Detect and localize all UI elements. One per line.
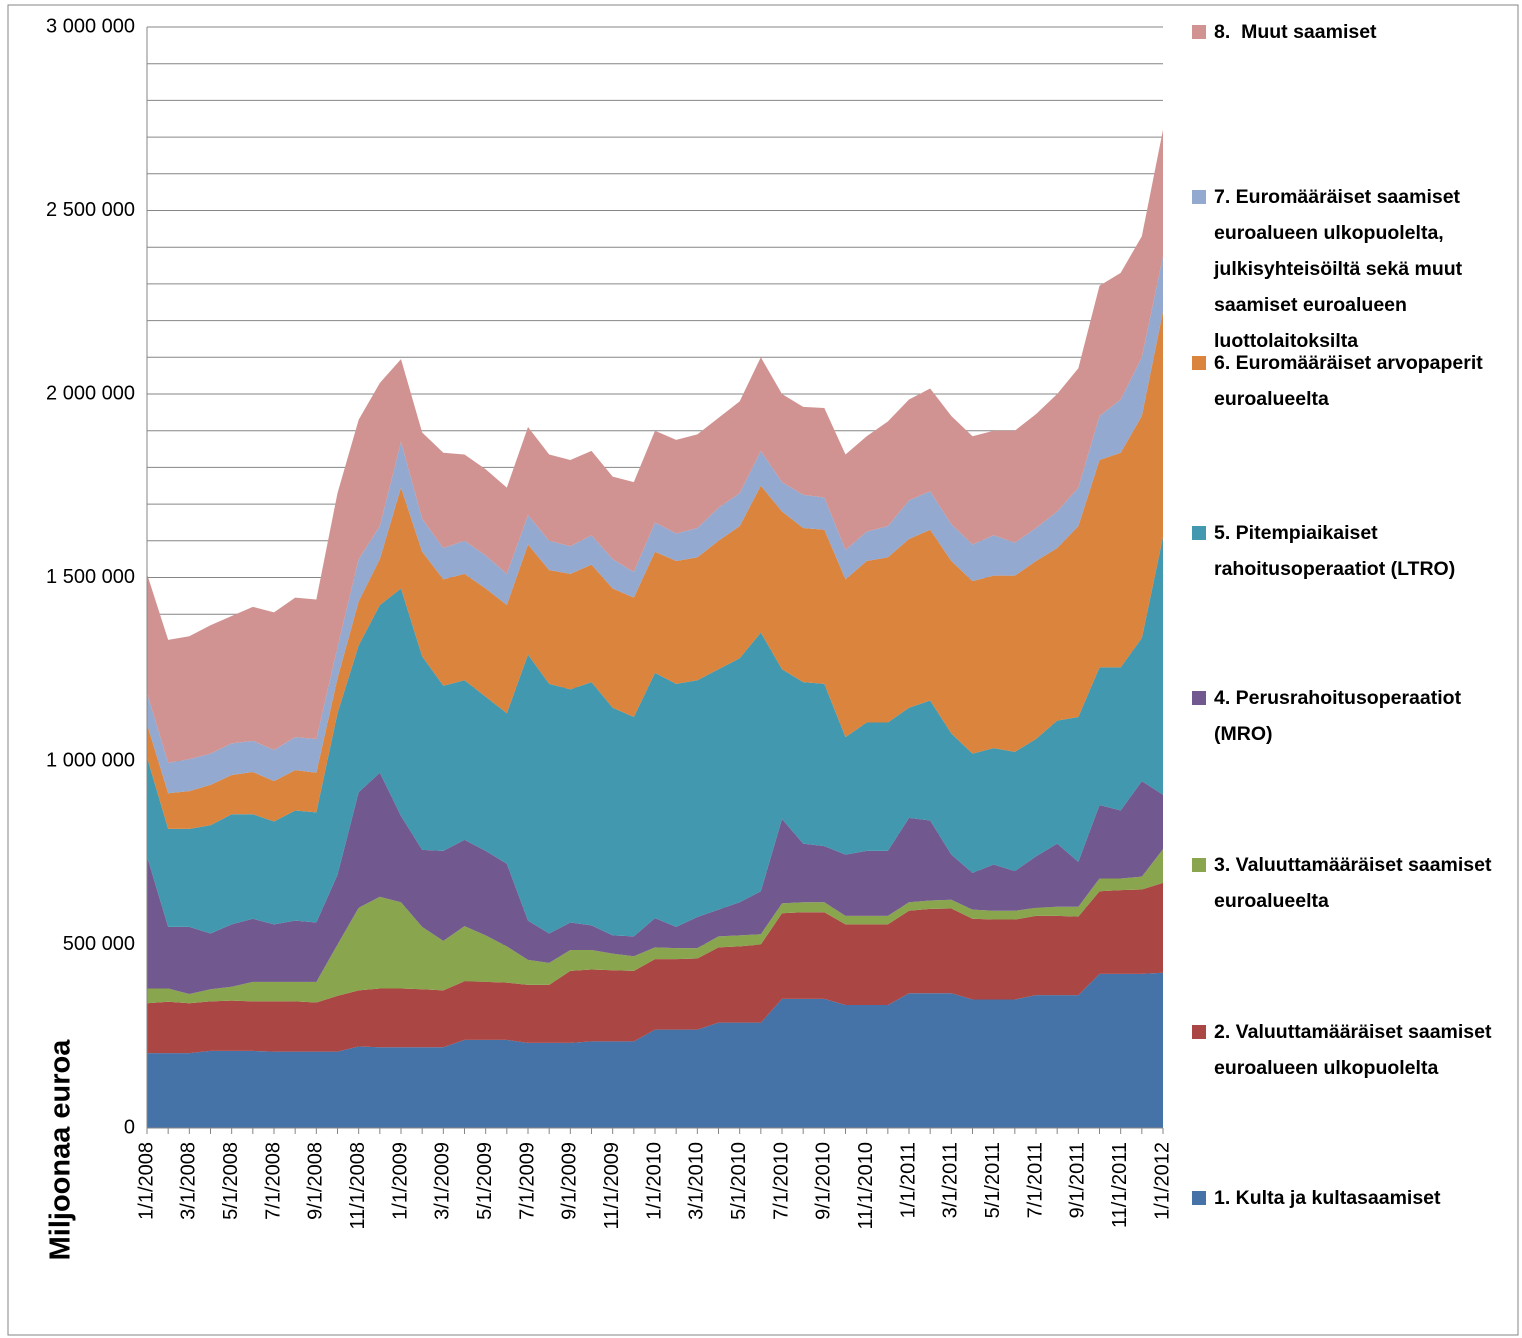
legend-item: 4. Perusrahoitusoperaatiot (MRO) — [1192, 680, 1512, 752]
y-tick-label: 2 500 000 — [46, 199, 135, 221]
area — [147, 772, 1163, 995]
legend-label: 4. Perusrahoitusoperaatiot (MRO) — [1214, 687, 1467, 745]
legend-label: 6. Euromääräiset arvopaperit euroalueelt… — [1214, 352, 1489, 410]
legend-item: 3. Valuuttamääräiset saamiset euroalueel… — [1192, 847, 1512, 919]
legend-item: 7. Euromääräiset saamiset euroalueen ulk… — [1192, 179, 1512, 359]
legend-item: 8. Muut saamiset — [1192, 14, 1512, 50]
x-tick-label: 5/1/2009 — [474, 1142, 496, 1220]
x-tick-label: 5/1/2011 — [982, 1142, 1004, 1218]
x-tick-label: 7/1/2010 — [770, 1142, 792, 1220]
area — [147, 311, 1163, 829]
legend-item: 5. Pitempiaikaiset rahoitusoperaatiot (L… — [1192, 515, 1512, 587]
x-tick-label: 9/1/2009 — [559, 1142, 581, 1220]
x-tick-label: 9/1/2011 — [1067, 1142, 1089, 1218]
legend-swatch — [1192, 1191, 1206, 1205]
x-tick-label: 11/1/2011 — [1109, 1142, 1131, 1228]
legend-swatch — [1192, 691, 1206, 705]
y-tick-label: 0 — [124, 1116, 135, 1138]
legend-swatch — [1192, 526, 1206, 540]
legend-label: 7. Euromääräiset saamiset euroalueen ulk… — [1214, 186, 1468, 352]
area — [147, 537, 1163, 937]
legend-label: 5. Pitempiaikaiset rahoitusoperaatiot (L… — [1214, 522, 1456, 580]
x-tick-label: 7/1/2009 — [516, 1142, 538, 1220]
x-tick-label: 1/1/2010 — [643, 1142, 665, 1220]
area — [147, 129, 1163, 763]
y-tick-label: 1 000 000 — [46, 749, 135, 771]
legend-swatch — [1192, 25, 1206, 39]
area — [147, 849, 1163, 1004]
x-tick-label: 11/1/2010 — [855, 1142, 877, 1230]
legend-swatch — [1192, 356, 1206, 370]
legend-item: 2. Valuuttamääräiset saamiset euroalueen… — [1192, 1014, 1512, 1086]
legend-swatch — [1192, 1025, 1206, 1039]
y-tick-label: 2 000 000 — [46, 382, 135, 404]
x-tick-label: 3/1/2008 — [178, 1142, 200, 1220]
y-axis-title: Miljoonaa euroa — [45, 1039, 77, 1261]
area — [147, 972, 1163, 1128]
legend-label: 8. Muut saamiset — [1214, 21, 1377, 43]
x-tick-label: 3/1/2010 — [686, 1142, 708, 1220]
legend-swatch — [1192, 858, 1206, 872]
x-tick-label: 11/1/2008 — [347, 1142, 369, 1230]
y-tick-label: 500 000 — [63, 933, 135, 955]
legend-swatch — [1192, 190, 1206, 204]
legend-label: 2. Valuuttamääräiset saamiset euroalueen… — [1214, 1021, 1497, 1079]
chart-frame — [7, 4, 1519, 1336]
x-tick-label: 7/1/2008 — [262, 1142, 284, 1220]
x-tick-label: 1/1/2012 — [1151, 1142, 1173, 1220]
x-tick-label: 9/1/2008 — [305, 1142, 327, 1220]
x-tick-label: 7/1/2011 — [1024, 1142, 1046, 1218]
x-tick-label: 3/1/2009 — [432, 1142, 454, 1220]
x-tick-label: 1/1/2008 — [135, 1142, 157, 1220]
area — [147, 256, 1163, 794]
x-tick-label: 11/1/2009 — [601, 1142, 623, 1230]
x-tick-label: 1/1/2009 — [389, 1142, 411, 1220]
x-tick-label: 3/1/2011 — [940, 1142, 962, 1218]
x-tick-label: 5/1/2008 — [220, 1142, 242, 1220]
legend-item: 1. Kulta ja kultasaamiset — [1192, 1180, 1512, 1216]
y-tick-label: 1 500 000 — [46, 566, 135, 588]
y-tick-label: 3 000 000 — [46, 15, 135, 37]
legend-label: 3. Valuuttamääräiset saamiset euroalueel… — [1214, 854, 1497, 912]
x-tick-label: 5/1/2010 — [728, 1142, 750, 1220]
legend-item: 6. Euromääräiset arvopaperit euroalueelt… — [1192, 345, 1512, 417]
legend-label: 1. Kulta ja kultasaamiset — [1214, 1187, 1441, 1209]
x-tick-label: 9/1/2010 — [813, 1142, 835, 1220]
area — [147, 882, 1163, 1054]
x-tick-label: 1/1/2011 — [897, 1142, 919, 1218]
